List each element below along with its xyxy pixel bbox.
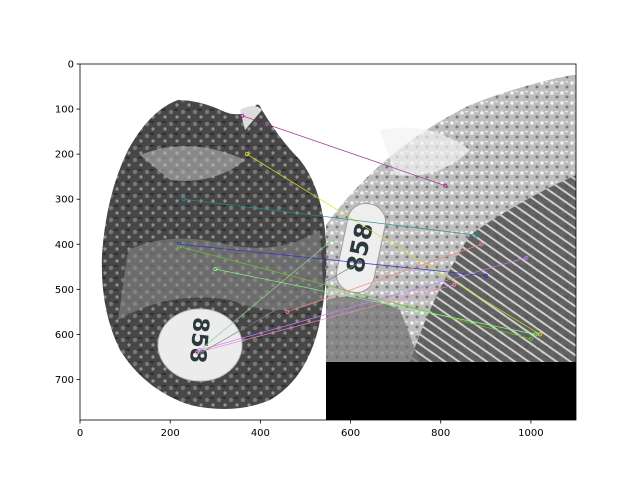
x-tick-label: 800 (431, 428, 450, 439)
match-line (242, 115, 446, 187)
x-tick-label: 1000 (518, 428, 543, 439)
x-tick-label: 200 (161, 428, 180, 439)
match-line (197, 284, 455, 353)
keypoint-marker (452, 282, 457, 287)
keypoint-marker (240, 113, 245, 118)
y-tick-label: 200 (55, 150, 74, 161)
match-lines (177, 113, 542, 355)
y-tick-label: 100 (55, 105, 74, 116)
right-shell-image (326, 75, 576, 362)
x-axis: 0 200 400 600 800 1000 (77, 420, 544, 439)
keypoint-marker (213, 267, 218, 272)
y-axis: 0 100 200 300 400 500 600 700 (55, 60, 80, 386)
match-line (215, 268, 536, 335)
keypoint-marker (244, 152, 249, 157)
y-tick-label: 600 (55, 330, 74, 341)
keypoint-marker (357, 260, 362, 265)
keypoint-marker (537, 332, 542, 337)
match-line (179, 243, 486, 277)
left-shell-image (101, 100, 327, 409)
y-tick-label: 400 (55, 240, 74, 251)
match-line (179, 246, 531, 340)
image-axes: 858 858 (80, 64, 576, 420)
keypoint-marker (443, 183, 448, 188)
keypoint-marker (533, 332, 538, 337)
x-tick-label: 400 (251, 428, 270, 439)
keypoint-marker (330, 237, 335, 242)
x-tick-label: 0 (77, 428, 83, 439)
match-line (197, 239, 333, 353)
match-line (287, 243, 482, 313)
match-line (246, 153, 541, 335)
left-tag-text: 858 (184, 316, 213, 364)
black-pad (326, 362, 576, 420)
y-tick-label: 500 (55, 285, 74, 296)
keypoint-marker (479, 242, 484, 247)
keypoint-marker (197, 348, 202, 353)
x-tick-label: 600 (341, 428, 360, 439)
keypoint-marker (483, 273, 488, 278)
keypoint-marker (528, 336, 533, 341)
keypoint-marker (195, 350, 200, 355)
y-tick-label: 300 (55, 195, 74, 206)
keypoint-marker (177, 244, 182, 249)
keypoint-marker (474, 233, 479, 238)
right-tag: 858 (335, 202, 387, 294)
keypoint-marker (181, 197, 186, 202)
keypoint-marker (177, 242, 182, 247)
axes-frame (79, 63, 577, 421)
keypoint-marker (285, 309, 290, 314)
keypoint-marker (524, 255, 529, 260)
y-tick-label: 0 (68, 60, 74, 71)
y-tick-label: 700 (55, 375, 74, 386)
match-line (183, 198, 477, 236)
match-line (199, 257, 527, 351)
left-tag: 858 (157, 308, 243, 382)
match-line (201, 261, 360, 353)
keypoint-marker (199, 350, 204, 355)
